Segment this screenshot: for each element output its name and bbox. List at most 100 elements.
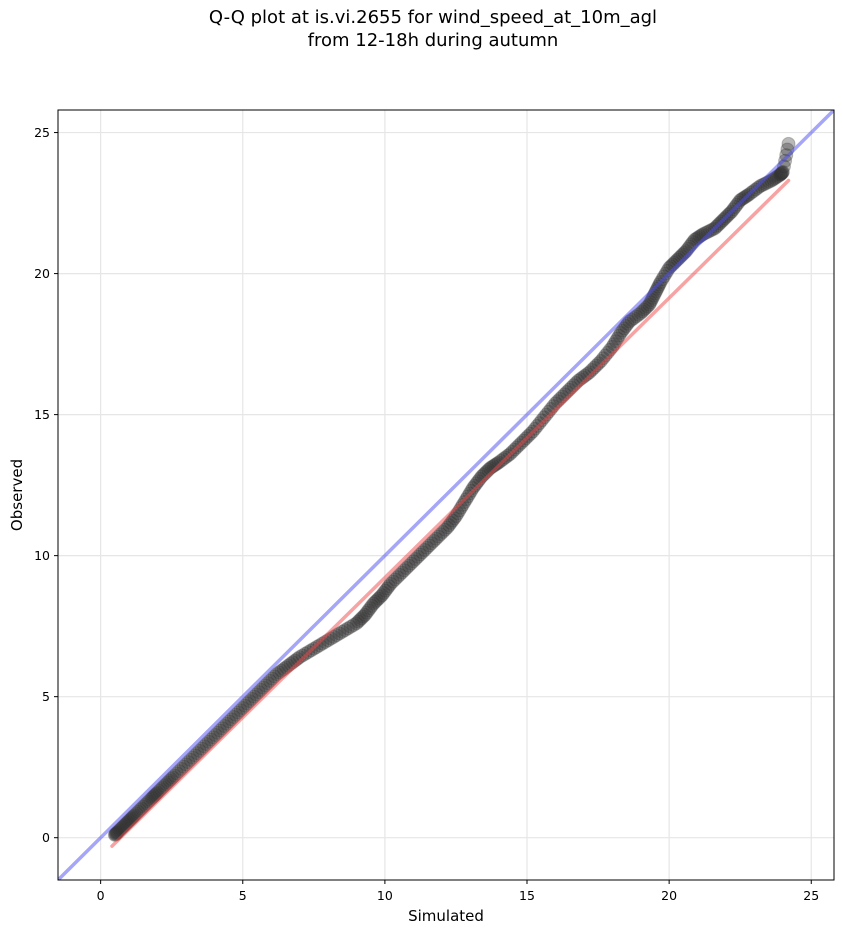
data-point xyxy=(197,739,212,754)
y-tick-label: 20 xyxy=(34,266,50,281)
data-point xyxy=(190,746,205,761)
data-point xyxy=(383,576,398,591)
data-point xyxy=(188,748,203,763)
data-point xyxy=(635,304,650,319)
data-point xyxy=(359,605,374,620)
data-point xyxy=(774,166,789,181)
axis-ticks: 0 5 10 15 20 25 0 5 10 15 20 25 xyxy=(34,125,819,903)
data-point xyxy=(612,328,627,343)
data-point xyxy=(401,558,416,573)
data-point xyxy=(366,596,381,611)
data-point xyxy=(767,171,782,186)
data-point xyxy=(329,628,344,643)
data-point xyxy=(295,648,310,663)
data-point xyxy=(213,723,228,738)
data-point xyxy=(766,172,781,187)
data-point xyxy=(435,524,450,539)
data-point xyxy=(375,588,390,603)
data-point xyxy=(380,581,395,596)
data-point xyxy=(637,302,652,317)
y-axis-label: Observed xyxy=(8,459,26,531)
data-point xyxy=(363,601,378,616)
data-point xyxy=(415,545,430,560)
data-point xyxy=(631,307,646,322)
data-point xyxy=(172,764,187,779)
data-point xyxy=(644,293,659,308)
data-point xyxy=(774,166,789,181)
grid xyxy=(58,110,834,880)
chart-title-line1: Q-Q plot at is.vi.2655 for wind_speed_at… xyxy=(208,7,658,28)
data-point xyxy=(424,536,439,551)
data-point xyxy=(263,673,278,688)
data-point xyxy=(244,691,259,706)
data-point xyxy=(210,725,225,740)
data-point xyxy=(408,552,423,567)
data-point xyxy=(388,572,403,587)
data-point xyxy=(431,529,446,544)
data-point xyxy=(775,165,790,180)
data-point xyxy=(617,321,632,336)
x-tick-label: 25 xyxy=(803,888,819,903)
data-point xyxy=(352,612,367,627)
data-point xyxy=(312,638,327,653)
data-point xyxy=(613,325,628,340)
data-point xyxy=(199,737,214,752)
data-point xyxy=(251,685,266,700)
data-point xyxy=(165,770,180,785)
data-point xyxy=(629,309,644,324)
data-point xyxy=(419,540,434,555)
data-point xyxy=(442,518,457,533)
x-axis-label: Simulated xyxy=(408,907,484,925)
data-point xyxy=(618,319,633,334)
data-point xyxy=(174,761,189,776)
data-point xyxy=(242,694,257,709)
data-point xyxy=(364,598,379,613)
data-point xyxy=(404,556,419,571)
data-point xyxy=(267,669,282,684)
data-point xyxy=(608,334,623,349)
data-point xyxy=(228,707,243,722)
data-point xyxy=(269,667,284,682)
data-point xyxy=(206,730,221,745)
data-point xyxy=(537,410,552,425)
data-point xyxy=(769,170,784,185)
data-point xyxy=(356,609,371,624)
data-point xyxy=(624,312,639,327)
data-point xyxy=(426,533,441,548)
data-point xyxy=(443,515,458,530)
data-point xyxy=(169,766,184,781)
x-tick-label: 0 xyxy=(97,888,105,903)
data-point xyxy=(354,611,369,626)
data-point xyxy=(224,712,239,727)
data-point xyxy=(385,574,400,589)
data-point xyxy=(491,455,506,470)
data-point xyxy=(240,696,255,711)
data-point xyxy=(755,178,770,193)
axes-frame xyxy=(57,109,835,881)
data-point xyxy=(332,626,347,641)
data-point xyxy=(753,179,768,194)
data-point xyxy=(429,531,444,546)
data-point xyxy=(445,513,460,528)
data-point xyxy=(226,709,241,724)
x-tick-label: 5 xyxy=(239,888,247,903)
data-point xyxy=(215,721,230,736)
data-point xyxy=(633,306,648,321)
data-point xyxy=(447,511,462,526)
data-point xyxy=(733,193,748,208)
y-tick-label: 15 xyxy=(34,407,50,422)
data-point xyxy=(351,614,366,629)
data-point xyxy=(340,621,355,636)
data-point xyxy=(256,680,271,695)
data-point xyxy=(466,480,481,495)
data-point xyxy=(772,167,787,182)
y-tick-label: 0 xyxy=(42,830,50,845)
data-point xyxy=(378,583,393,598)
data-point xyxy=(438,522,453,537)
data-point xyxy=(203,732,218,747)
data-point xyxy=(413,547,428,562)
data-point xyxy=(178,757,193,772)
data-point xyxy=(534,413,549,428)
data-point xyxy=(371,591,386,606)
data-point xyxy=(265,671,280,686)
